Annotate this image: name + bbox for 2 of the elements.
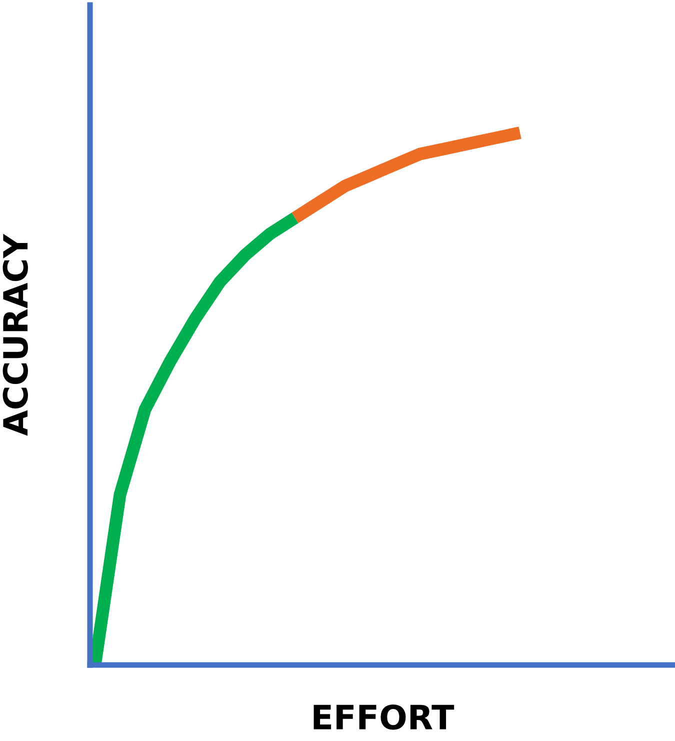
y-axis-title: ACCURACY	[2, 234, 28, 436]
x-axis-title: EFFORT	[314, 704, 454, 730]
